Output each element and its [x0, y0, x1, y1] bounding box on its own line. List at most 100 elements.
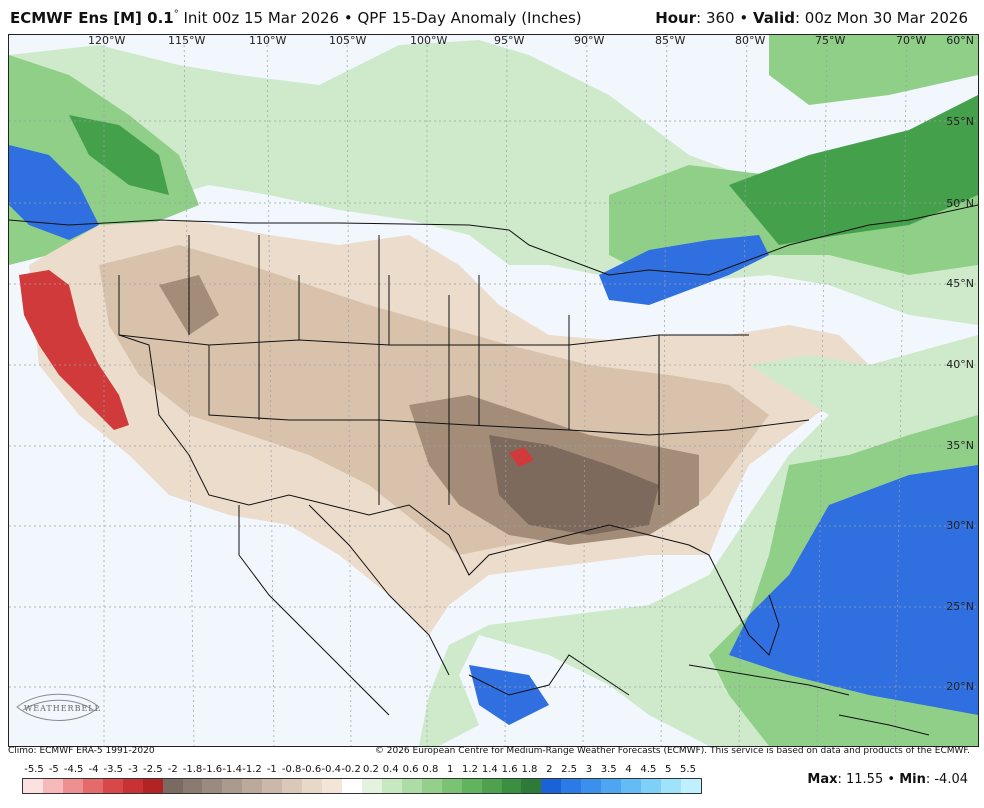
colorbar-swatch — [561, 779, 582, 793]
colorbar-tick-label: 0.8 — [422, 764, 439, 775]
colorbar — [22, 778, 702, 794]
colorbar-tick-label: -1.4 — [222, 764, 242, 775]
very-dry-zone-oklahoma — [509, 447, 534, 467]
lat-label-35n: 35°N — [946, 439, 974, 452]
lat-label-20n: 20°N — [946, 680, 974, 693]
colorbar-tick-label: 3 — [585, 764, 593, 775]
lat-label-25n: 25°N — [946, 600, 974, 613]
colorbar-swatch — [601, 779, 622, 793]
colorbar-tick-label: 1.4 — [481, 764, 498, 775]
colorbar-tick-label: 5.5 — [680, 764, 696, 775]
colorbar-swatch — [42, 779, 63, 793]
colorbar-tick-label: 0.2 — [362, 764, 379, 775]
lon-label-85w: 85°W — [655, 34, 686, 47]
colorbar-swatch — [361, 779, 382, 793]
colorbar-tick-label: -5 — [48, 764, 59, 775]
colorbar-tick-label: -1 — [266, 764, 277, 775]
colorbar-tick-label: 4 — [625, 764, 632, 775]
colorbar-swatch — [501, 779, 522, 793]
colorbar-swatch — [122, 779, 143, 793]
lat-label-30n: 30°N — [946, 519, 974, 532]
colorbar-swatch — [521, 779, 542, 793]
colorbar-swatch — [202, 779, 223, 793]
lat-label-40n: 40°N — [946, 358, 974, 371]
title-bullet: • — [343, 9, 353, 27]
colorbar-swatch — [162, 779, 183, 793]
wet-zone-atlantic-blue — [729, 465, 978, 715]
min-value: : -4.04 — [925, 772, 968, 787]
valid-label: Valid — [753, 9, 795, 27]
lon-label-70w: 70°W — [896, 34, 927, 47]
colorbar-swatch — [621, 779, 642, 793]
colorbar-tick-label: -3 — [128, 764, 139, 775]
colorbar-tick-label: -4 — [88, 764, 99, 775]
colorbar-swatch — [322, 779, 342, 793]
graticule — [9, 35, 978, 746]
climo-note: Climo: ECMWF ERA-5 1991-2020 — [8, 746, 155, 756]
colorbar-swatch — [282, 779, 303, 793]
weatherbell-logo: WEATHERBELL — [10, 690, 100, 740]
stats-bullet: • — [887, 772, 896, 787]
colorbar-tick-label: 1.8 — [521, 764, 538, 775]
lon-label-90w: 90°W — [574, 34, 605, 47]
colorbar-tick-label: 5 — [664, 764, 672, 775]
colorbar-swatch — [23, 779, 43, 793]
lat-label-55n: 55°N — [946, 115, 974, 128]
lon-label-95w: 95°W — [494, 34, 525, 47]
colorbar-swatch — [661, 779, 681, 793]
colorbar-swatch — [581, 779, 602, 793]
wet-zone-bc-coast-blue — [9, 145, 99, 240]
colorbar-tick-label: 0.6 — [402, 764, 419, 775]
colorbar-tick-label: 0.4 — [382, 764, 399, 775]
lat-label-50n: 50°N — [946, 197, 974, 210]
lon-label-100w: 100°W — [410, 34, 448, 47]
wet-zone-great-lakes-blue — [599, 235, 769, 305]
colorbar-tick-label: -1.2 — [242, 764, 262, 775]
colorbar-swatch — [182, 779, 203, 793]
colorbar-swatch — [441, 779, 462, 793]
max-value: : 11.55 — [837, 772, 884, 787]
colorbar-tick-label: 4.5 — [640, 764, 657, 775]
colorbar-swatch — [481, 779, 502, 793]
colorbar-swatch — [641, 779, 661, 793]
colorbar-tick-label: -2.5 — [143, 764, 163, 775]
colorbar-swatch — [62, 779, 83, 793]
valid-bullet: • — [739, 9, 749, 27]
colorbar-tick-label: 2 — [546, 764, 553, 775]
colorbar-tick-label: 1 — [446, 764, 454, 775]
logo-text: WEATHERBELL — [24, 704, 101, 713]
lon-label-120w: 120°W — [88, 34, 126, 47]
valid-time-info: Hour: 360 • Valid: 00z Mon 30 Mar 2026 — [655, 9, 968, 27]
hour-value: : 360 — [696, 9, 735, 27]
logo-swirl — [16, 693, 100, 721]
colorbar-swatch — [342, 779, 362, 793]
lon-label-75w: 75°W — [815, 34, 846, 47]
min-label: Min — [899, 772, 926, 787]
max-min-stats: Max: 11.55 • Min: -4.04 — [807, 772, 968, 787]
colorbar-swatch — [142, 779, 163, 793]
map-header: ECMWF Ens [M] 0.1° Init 00z 15 Mar 2026 … — [0, 0, 984, 34]
colorbar-tick-label: 2.5 — [561, 764, 578, 775]
wet-zone-hudson — [769, 35, 978, 105]
colorbar-tick-label: 1.2 — [462, 764, 478, 775]
map-footer: Climo: ECMWF ERA-5 1991-2020 © 2026 Euro… — [0, 745, 984, 759]
product-name: QPF 15-Day Anomaly (Inches) — [357, 9, 582, 27]
colorbar-tick-label: 3.5 — [600, 764, 617, 775]
map-canvas — [9, 35, 978, 746]
political-borders — [9, 204, 978, 736]
logo-swirl-inner — [22, 699, 94, 711]
colorbar-swatch — [680, 779, 701, 793]
colorbar-tick-label: -0.6 — [301, 764, 322, 775]
lat-label-45n: 45°N — [946, 277, 974, 290]
colorbar-swatch — [381, 779, 402, 793]
colorbar-tick-label: -2 — [167, 764, 178, 775]
colorbar-swatch — [302, 779, 323, 793]
colorbar-tick-label: -0.8 — [281, 764, 302, 775]
colorbar-swatch — [421, 779, 442, 793]
lon-label-110w: 110°W — [249, 34, 287, 47]
colorbar-swatch — [461, 779, 482, 793]
wet-zone-bc-interior — [69, 115, 169, 195]
colorbar-tick-label: 1.6 — [501, 764, 518, 775]
max-label: Max — [807, 772, 838, 787]
lon-label-80w: 80°W — [735, 34, 766, 47]
